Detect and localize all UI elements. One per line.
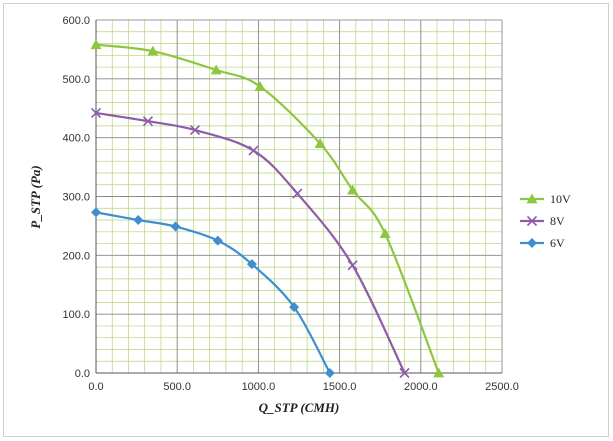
- series-8v: [90, 107, 410, 379]
- legend-marker-6v: [527, 238, 537, 248]
- y-tick-label: 300.0: [62, 192, 90, 204]
- data-point-10v: [379, 228, 391, 238]
- data-point-10v: [254, 80, 266, 91]
- legend-label-6v: 6V: [550, 236, 565, 250]
- data-point-10v: [90, 39, 102, 50]
- data-point-10v: [210, 64, 222, 75]
- legend-label-10v: 10V: [550, 192, 571, 206]
- series-layer: [90, 39, 445, 379]
- data-point-10v: [433, 367, 445, 378]
- data-point-10v: [347, 184, 359, 195]
- x-axis-ticks: 0.0 500.0 1000.0 1500.0 2000.0 2500.0: [88, 381, 518, 393]
- data-point-6v: [246, 259, 257, 270]
- data-point-6v: [212, 235, 223, 246]
- y-tick-label: 0.0: [75, 368, 90, 380]
- data-point-8v: [248, 145, 259, 156]
- data-point-6v: [91, 207, 101, 218]
- legend-marker-8v: [526, 215, 538, 227]
- legend-marker-10v: [526, 193, 538, 204]
- data-point-8v: [399, 367, 410, 379]
- y-axis-title: P_STP (Pa): [28, 165, 43, 228]
- x-tick-label: 0.0: [88, 381, 103, 393]
- data-point-8v: [292, 188, 303, 199]
- x-tick-label: 1000.0: [242, 381, 276, 393]
- y-tick-label: 100.0: [62, 309, 90, 321]
- x-tick-label: 500.0: [163, 381, 191, 393]
- series-6v: [91, 207, 335, 378]
- legend: 10V 8V 6V: [520, 192, 571, 250]
- data-point-8v: [142, 116, 154, 127]
- data-point-10v: [147, 45, 159, 56]
- data-point-8v: [189, 124, 201, 136]
- data-point-6v: [170, 221, 181, 232]
- data-point-10v: [314, 138, 326, 148]
- x-tick-label: 1500.0: [323, 381, 357, 393]
- series-line-10v: [95, 43, 440, 374]
- series-10v: [90, 39, 445, 378]
- data-point-6v: [324, 368, 335, 378]
- y-tick-label: 400.0: [62, 133, 90, 145]
- y-tick-label: 600.0: [62, 15, 90, 27]
- legend-label-8v: 8V: [550, 214, 565, 228]
- data-point-8v: [90, 107, 102, 119]
- x-axis-title: Q_STP (CMH): [259, 400, 340, 415]
- data-point-8v: [347, 260, 358, 271]
- data-point-6v: [289, 302, 300, 313]
- data-point-6v: [133, 215, 144, 226]
- y-axis-ticks: 0.0 100.0 200.0 300.0 400.0 500.0 600.0: [62, 15, 90, 380]
- y-tick-label: 500.0: [62, 74, 90, 86]
- x-tick-label: 2000.0: [404, 381, 438, 393]
- x-tick-label: 2500.0: [485, 381, 519, 393]
- y-tick-label: 200.0: [62, 250, 90, 262]
